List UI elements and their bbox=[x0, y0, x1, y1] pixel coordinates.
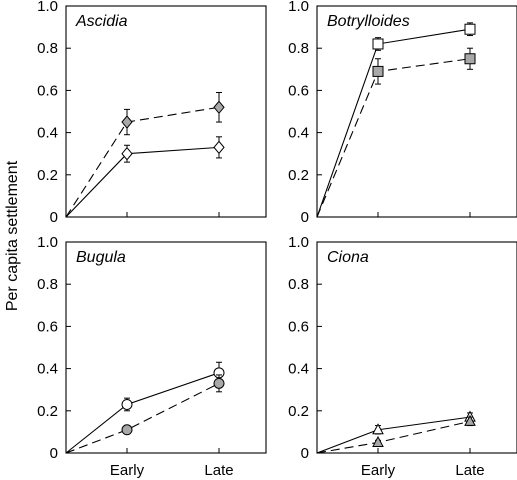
panel-ciona: 0 0.2 0.4 0.6 0.8 1.0 Early Late Ciona bbox=[288, 234, 517, 479]
series-line-1 bbox=[65, 146, 220, 218]
data-point-s1-1 bbox=[372, 423, 384, 435]
y-tick-label: 0.6 bbox=[288, 82, 309, 99]
data-point-s2-1 bbox=[121, 424, 133, 436]
panel-bugula: 0 0.2 0.4 0.6 0.8 1.0 Early Late Bugula bbox=[37, 234, 267, 479]
y-tick-label: 0.2 bbox=[37, 167, 58, 184]
y-tick-label: 0.6 bbox=[37, 82, 58, 99]
data-point-s2-2 bbox=[213, 100, 225, 115]
y-tick-label: 0.8 bbox=[37, 276, 58, 293]
series-line-2 bbox=[316, 58, 471, 218]
y-tick-label: 0.2 bbox=[37, 403, 58, 420]
series-line-2 bbox=[316, 420, 471, 454]
plot-frame bbox=[65, 241, 267, 454]
y-tick-label: 1.0 bbox=[37, 0, 58, 15]
y-tick-label: 0.2 bbox=[288, 167, 309, 184]
data-point-s2-1 bbox=[372, 65, 384, 77]
y-tick-label: 0.8 bbox=[288, 40, 309, 57]
y-tick-label: 0.8 bbox=[288, 276, 309, 293]
y-tick-label: 0.4 bbox=[288, 361, 309, 378]
y-axis-title: Per capita settlement bbox=[4, 160, 21, 311]
y-tick-label: 0 bbox=[301, 209, 309, 226]
panel-title: Ciona bbox=[327, 249, 369, 266]
x-tick-label: Early bbox=[110, 462, 145, 479]
data-point-s2-1 bbox=[121, 115, 133, 129]
x-tick-label: Late bbox=[455, 462, 484, 479]
y-tick-label: 0.6 bbox=[288, 318, 309, 335]
y-tick-label: 0.2 bbox=[288, 403, 309, 420]
data-point-s1-1 bbox=[121, 398, 133, 410]
y-tick-label: 0.6 bbox=[37, 318, 58, 335]
plot-frame bbox=[65, 5, 267, 218]
panel-botrylloides: 0 0.2 0.4 0.6 0.8 1.0 Botrylloides bbox=[288, 0, 517, 226]
series-line-2 bbox=[65, 106, 220, 218]
panels: 0 0.2 0.4 0.6 0.8 1.0 Ascidia 0 0.2 0.4 0.6 0.8 1.0 B… bbox=[37, 0, 517, 479]
y-tick-label: 1.0 bbox=[37, 234, 58, 251]
y-tick-label: 0 bbox=[50, 209, 58, 226]
y-tick-label: 0.4 bbox=[37, 361, 58, 378]
series-line-1 bbox=[316, 416, 471, 454]
panel-ascidia: 0 0.2 0.4 0.6 0.8 1.0 Ascidia bbox=[37, 0, 267, 226]
series-line-1 bbox=[65, 372, 220, 454]
y-tick-label: 0.8 bbox=[37, 40, 58, 57]
plot-frame bbox=[316, 241, 517, 454]
data-point-s2-1 bbox=[372, 435, 384, 447]
y-tick-label: 0 bbox=[301, 445, 309, 462]
data-point-s1-1 bbox=[121, 146, 133, 161]
y-tick-label: 0 bbox=[50, 445, 58, 462]
data-point-s2-2 bbox=[464, 414, 476, 426]
data-point-s2-2 bbox=[213, 377, 225, 389]
y-tick-label: 1.0 bbox=[288, 0, 309, 15]
data-point-s1-2 bbox=[213, 140, 225, 155]
panel-title: Botrylloides bbox=[327, 13, 410, 30]
data-point-s1-2 bbox=[464, 23, 476, 35]
y-tick-label: 1.0 bbox=[288, 234, 309, 251]
y-tick-label: 0.4 bbox=[37, 125, 58, 142]
data-point-s2-2 bbox=[464, 53, 476, 65]
panel-title: Bugula bbox=[76, 249, 126, 266]
x-tick-label: Late bbox=[204, 462, 233, 479]
series-line-1 bbox=[316, 28, 471, 218]
plot-frame bbox=[316, 5, 517, 218]
data-point-s1-1 bbox=[372, 38, 384, 50]
series-line-2 bbox=[65, 382, 220, 454]
x-tick-label: Early bbox=[361, 462, 396, 479]
y-tick-label: 0.4 bbox=[288, 125, 309, 142]
panel-title: Ascidia bbox=[75, 13, 128, 30]
